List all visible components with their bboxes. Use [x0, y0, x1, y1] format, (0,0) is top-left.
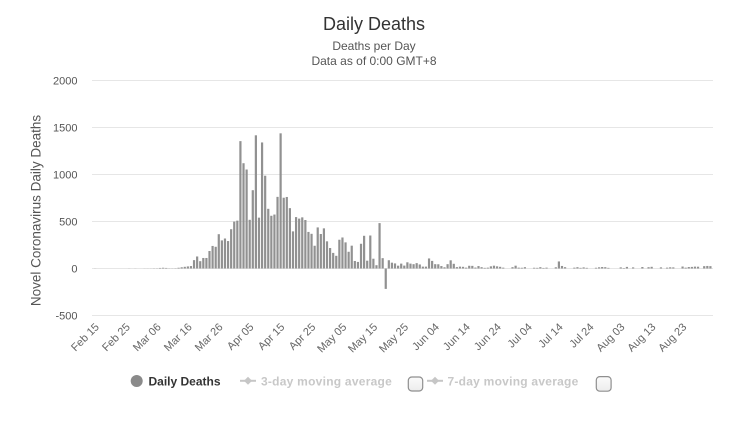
svg-text:2000: 2000: [53, 76, 77, 88]
svg-text:Deaths per Day: Deaths per Day: [332, 39, 415, 53]
svg-text:3-day moving average: 3-day moving average: [261, 375, 392, 389]
svg-text:Data as of 0:00 GMT+8: Data as of 0:00 GMT+8: [311, 54, 436, 68]
svg-text:Daily Deaths: Daily Deaths: [323, 14, 425, 34]
svg-text:Novel Coronavirus Daily Deaths: Novel Coronavirus Daily Deaths: [29, 115, 44, 307]
svg-text:1000: 1000: [53, 170, 77, 182]
svg-text:500: 500: [59, 217, 77, 229]
svg-text:1500: 1500: [53, 123, 77, 135]
svg-text:-500: -500: [55, 311, 77, 323]
svg-text:0: 0: [71, 264, 77, 276]
svg-text:Daily Deaths: Daily Deaths: [149, 375, 221, 389]
svg-text:7-day moving average: 7-day moving average: [448, 375, 579, 389]
